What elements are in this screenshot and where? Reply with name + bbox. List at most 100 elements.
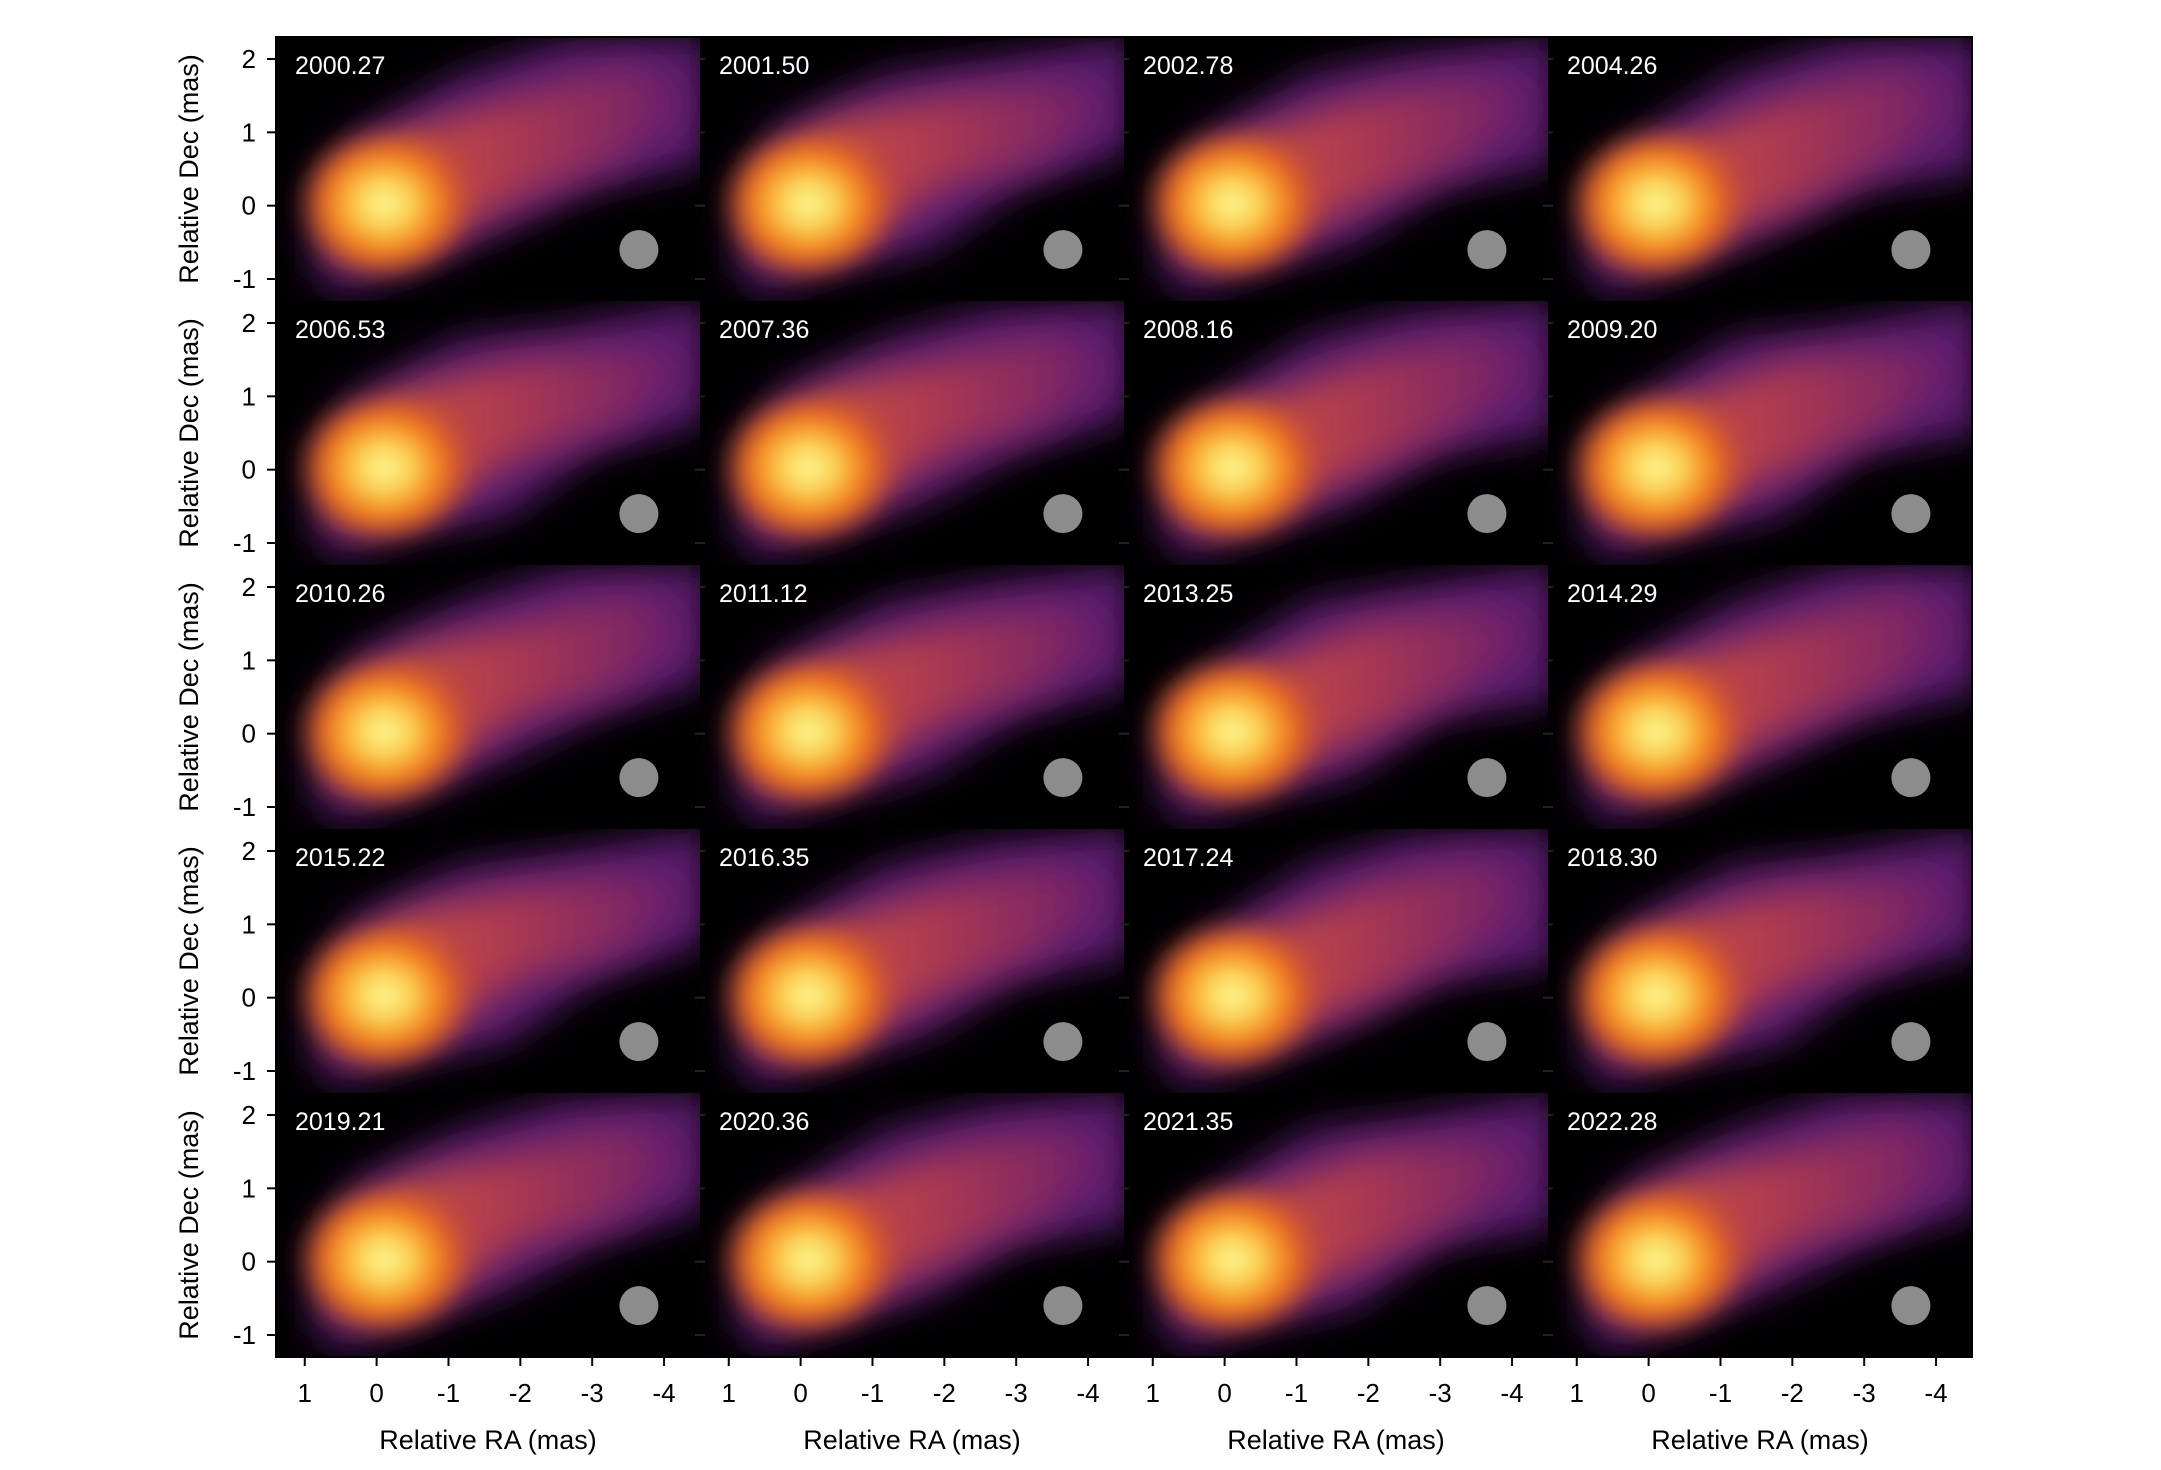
beam-ellipse xyxy=(619,230,659,270)
beam-ellipse xyxy=(1467,1286,1507,1326)
jet-core xyxy=(294,653,475,810)
x-tick-label: 0 xyxy=(793,1378,807,1408)
jet-core xyxy=(1566,917,1747,1074)
y-tick-label: 2 xyxy=(242,308,256,338)
y-tick-label: 2 xyxy=(242,572,256,602)
x-tick-label: 1 xyxy=(298,1378,312,1408)
epoch-label: 2017.24 xyxy=(1143,844,1233,872)
jet-core xyxy=(1142,653,1323,810)
beam-ellipse xyxy=(1043,230,1083,270)
x-axis-label: Relative RA (mas) xyxy=(379,1425,597,1455)
y-tick-label: 0 xyxy=(242,455,256,485)
y-tick-label: 0 xyxy=(242,719,256,749)
jet-core xyxy=(294,125,475,282)
x-tick-label: -2 xyxy=(933,1378,956,1408)
y-axis-label: Relative Dec (mas) xyxy=(174,846,204,1076)
epoch-label: 2015.22 xyxy=(295,844,385,872)
image-panel: 2007.36 xyxy=(700,301,1124,565)
image-panel: 2022.28 xyxy=(1548,1093,1972,1357)
jet-core xyxy=(1142,125,1323,282)
image-panel: 2015.22 xyxy=(276,829,700,1093)
x-tick-label: -3 xyxy=(1853,1378,1876,1408)
beam-ellipse xyxy=(1891,1286,1931,1326)
epoch-label: 2011.12 xyxy=(719,580,808,608)
epoch-label: 2006.53 xyxy=(295,316,385,344)
jet-core xyxy=(718,1181,899,1338)
image-panel: 2000.27 xyxy=(276,37,700,301)
x-axis-label: Relative RA (mas) xyxy=(1651,1425,1869,1455)
x-tick-label: -2 xyxy=(1781,1378,1804,1408)
y-axis-label: Relative Dec (mas) xyxy=(174,1110,204,1340)
image-panel: 2016.35 xyxy=(700,829,1124,1093)
x-tick-label: 1 xyxy=(1146,1378,1160,1408)
y-tick-label: 0 xyxy=(242,191,256,221)
epoch-label: 2000.27 xyxy=(295,52,385,80)
y-tick-label: 2 xyxy=(242,44,256,74)
jet-core xyxy=(294,389,475,546)
epoch-label: 2022.28 xyxy=(1567,1108,1657,1136)
image-panel: 2021.35 xyxy=(1124,1093,1548,1357)
epoch-label: 2007.36 xyxy=(719,316,809,344)
epoch-label: 2004.26 xyxy=(1567,52,1657,80)
y-tick-label: -1 xyxy=(233,1056,256,1086)
y-tick-label: 1 xyxy=(242,1173,256,1203)
x-tick-label: 0 xyxy=(369,1378,383,1408)
image-panel: 2006.53 xyxy=(276,301,700,565)
y-tick-label: 1 xyxy=(242,381,256,411)
epoch-label: 2014.29 xyxy=(1567,580,1657,608)
y-tick-label: -1 xyxy=(233,264,256,294)
beam-ellipse xyxy=(1467,230,1507,270)
epoch-label: 2018.30 xyxy=(1567,844,1657,872)
jet-core xyxy=(1142,1181,1323,1338)
beam-ellipse xyxy=(619,758,659,798)
beam-ellipse xyxy=(1043,1022,1083,1062)
beam-ellipse xyxy=(619,494,659,534)
image-panel: 2011.12 xyxy=(700,565,1124,829)
jet-core xyxy=(1566,653,1747,810)
beam-ellipse xyxy=(1891,758,1931,798)
x-tick-label: -1 xyxy=(861,1378,884,1408)
y-tick-label: -1 xyxy=(233,792,256,822)
jet-core xyxy=(1566,1181,1747,1338)
epoch-label: 2001.50 xyxy=(719,52,809,80)
image-panel: 2017.24 xyxy=(1124,829,1548,1093)
beam-ellipse xyxy=(1043,1286,1083,1326)
beam-ellipse xyxy=(1891,230,1931,270)
x-tick-label: -1 xyxy=(1285,1378,1308,1408)
image-panel: 2020.36 xyxy=(700,1093,1124,1357)
jet-core xyxy=(1566,389,1747,546)
beam-ellipse xyxy=(1043,494,1083,534)
x-tick-label: -1 xyxy=(437,1378,460,1408)
x-tick-label: 1 xyxy=(722,1378,736,1408)
x-tick-label: 0 xyxy=(1641,1378,1655,1408)
y-tick-label: -1 xyxy=(233,1320,256,1350)
x-axis-label: Relative RA (mas) xyxy=(803,1425,1021,1455)
jet-core xyxy=(1142,917,1323,1074)
beam-ellipse xyxy=(1467,1022,1507,1062)
x-tick-label: -3 xyxy=(1005,1378,1028,1408)
beam-ellipse xyxy=(1467,758,1507,798)
epoch-label: 2013.25 xyxy=(1143,580,1233,608)
jet-core xyxy=(1142,389,1323,546)
x-tick-label: -4 xyxy=(653,1378,676,1408)
beam-ellipse xyxy=(1891,1022,1931,1062)
y-axis-label: Relative Dec (mas) xyxy=(174,54,204,284)
x-tick-label: -3 xyxy=(581,1378,604,1408)
image-panel: 2001.50 xyxy=(700,37,1124,301)
jet-core xyxy=(718,917,899,1074)
beam-ellipse xyxy=(1891,494,1931,534)
y-axis-label: Relative Dec (mas) xyxy=(174,582,204,812)
beam-ellipse xyxy=(1043,758,1083,798)
x-tick-label: -4 xyxy=(1925,1378,1948,1408)
x-tick-label: -2 xyxy=(1357,1378,1380,1408)
y-tick-label: 0 xyxy=(242,983,256,1013)
image-panel: 2008.16 xyxy=(1124,301,1548,565)
x-tick-label: -1 xyxy=(1709,1378,1732,1408)
epoch-label: 2009.20 xyxy=(1567,316,1657,344)
x-tick-label: 1 xyxy=(1570,1378,1584,1408)
image-panel: 2004.26 xyxy=(1548,37,1972,301)
y-axis-label: Relative Dec (mas) xyxy=(174,318,204,548)
epoch-label: 2002.78 xyxy=(1143,52,1233,80)
y-tick-label: 0 xyxy=(242,1247,256,1277)
epoch-label: 2020.36 xyxy=(719,1108,809,1136)
